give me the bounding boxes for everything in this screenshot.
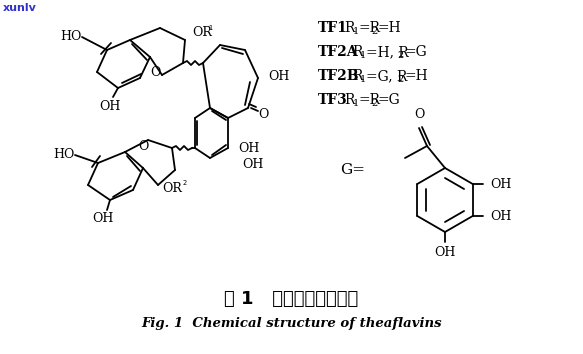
Text: $_2$: $_2$ xyxy=(182,178,188,188)
Text: R: R xyxy=(352,69,363,83)
Text: 1: 1 xyxy=(360,51,366,61)
Text: 2: 2 xyxy=(371,28,377,36)
Text: OH: OH xyxy=(238,142,259,154)
Text: OR: OR xyxy=(162,182,182,195)
Text: OH: OH xyxy=(434,246,456,259)
Text: OH: OH xyxy=(242,159,264,171)
Text: OH: OH xyxy=(99,100,121,113)
Text: 2: 2 xyxy=(397,75,403,85)
Text: =G, R: =G, R xyxy=(366,69,408,83)
Text: =R: =R xyxy=(359,93,381,107)
Text: OH: OH xyxy=(491,210,512,223)
Text: O: O xyxy=(150,65,160,79)
Text: R: R xyxy=(345,21,355,35)
Text: O: O xyxy=(138,141,148,154)
Text: $_1$: $_1$ xyxy=(208,23,214,33)
Text: xunlv: xunlv xyxy=(3,3,37,13)
Text: TF3: TF3 xyxy=(318,93,347,107)
Text: =H: =H xyxy=(404,69,427,83)
Text: 1: 1 xyxy=(353,99,359,108)
Text: OH: OH xyxy=(491,177,512,190)
Text: HO: HO xyxy=(61,30,82,44)
Text: O: O xyxy=(414,108,424,121)
Text: =R: =R xyxy=(359,21,381,35)
Text: G=: G= xyxy=(340,163,365,177)
Text: TF2A: TF2A xyxy=(318,45,359,59)
Text: TF1: TF1 xyxy=(318,21,348,35)
Text: 1: 1 xyxy=(353,28,359,36)
Text: R: R xyxy=(345,93,355,107)
Text: Fig. 1  Chemical structure of theaflavins: Fig. 1 Chemical structure of theaflavins xyxy=(141,316,442,330)
Text: OH: OH xyxy=(268,69,289,82)
Text: HO: HO xyxy=(54,148,75,161)
Text: =H, R: =H, R xyxy=(366,45,409,59)
Text: OH: OH xyxy=(92,212,114,225)
Text: 2: 2 xyxy=(371,99,377,108)
Text: =H: =H xyxy=(378,21,402,35)
Text: =G: =G xyxy=(378,93,401,107)
Text: TF2B: TF2B xyxy=(318,69,360,83)
Text: 2: 2 xyxy=(397,51,403,61)
Text: 1: 1 xyxy=(360,75,366,85)
Text: O: O xyxy=(258,108,268,120)
Text: R: R xyxy=(352,45,363,59)
Text: =G: =G xyxy=(404,45,427,59)
Text: 图 1   茶黄素的化学结构: 图 1 茶黄素的化学结构 xyxy=(224,290,359,308)
Text: OR: OR xyxy=(192,25,212,39)
